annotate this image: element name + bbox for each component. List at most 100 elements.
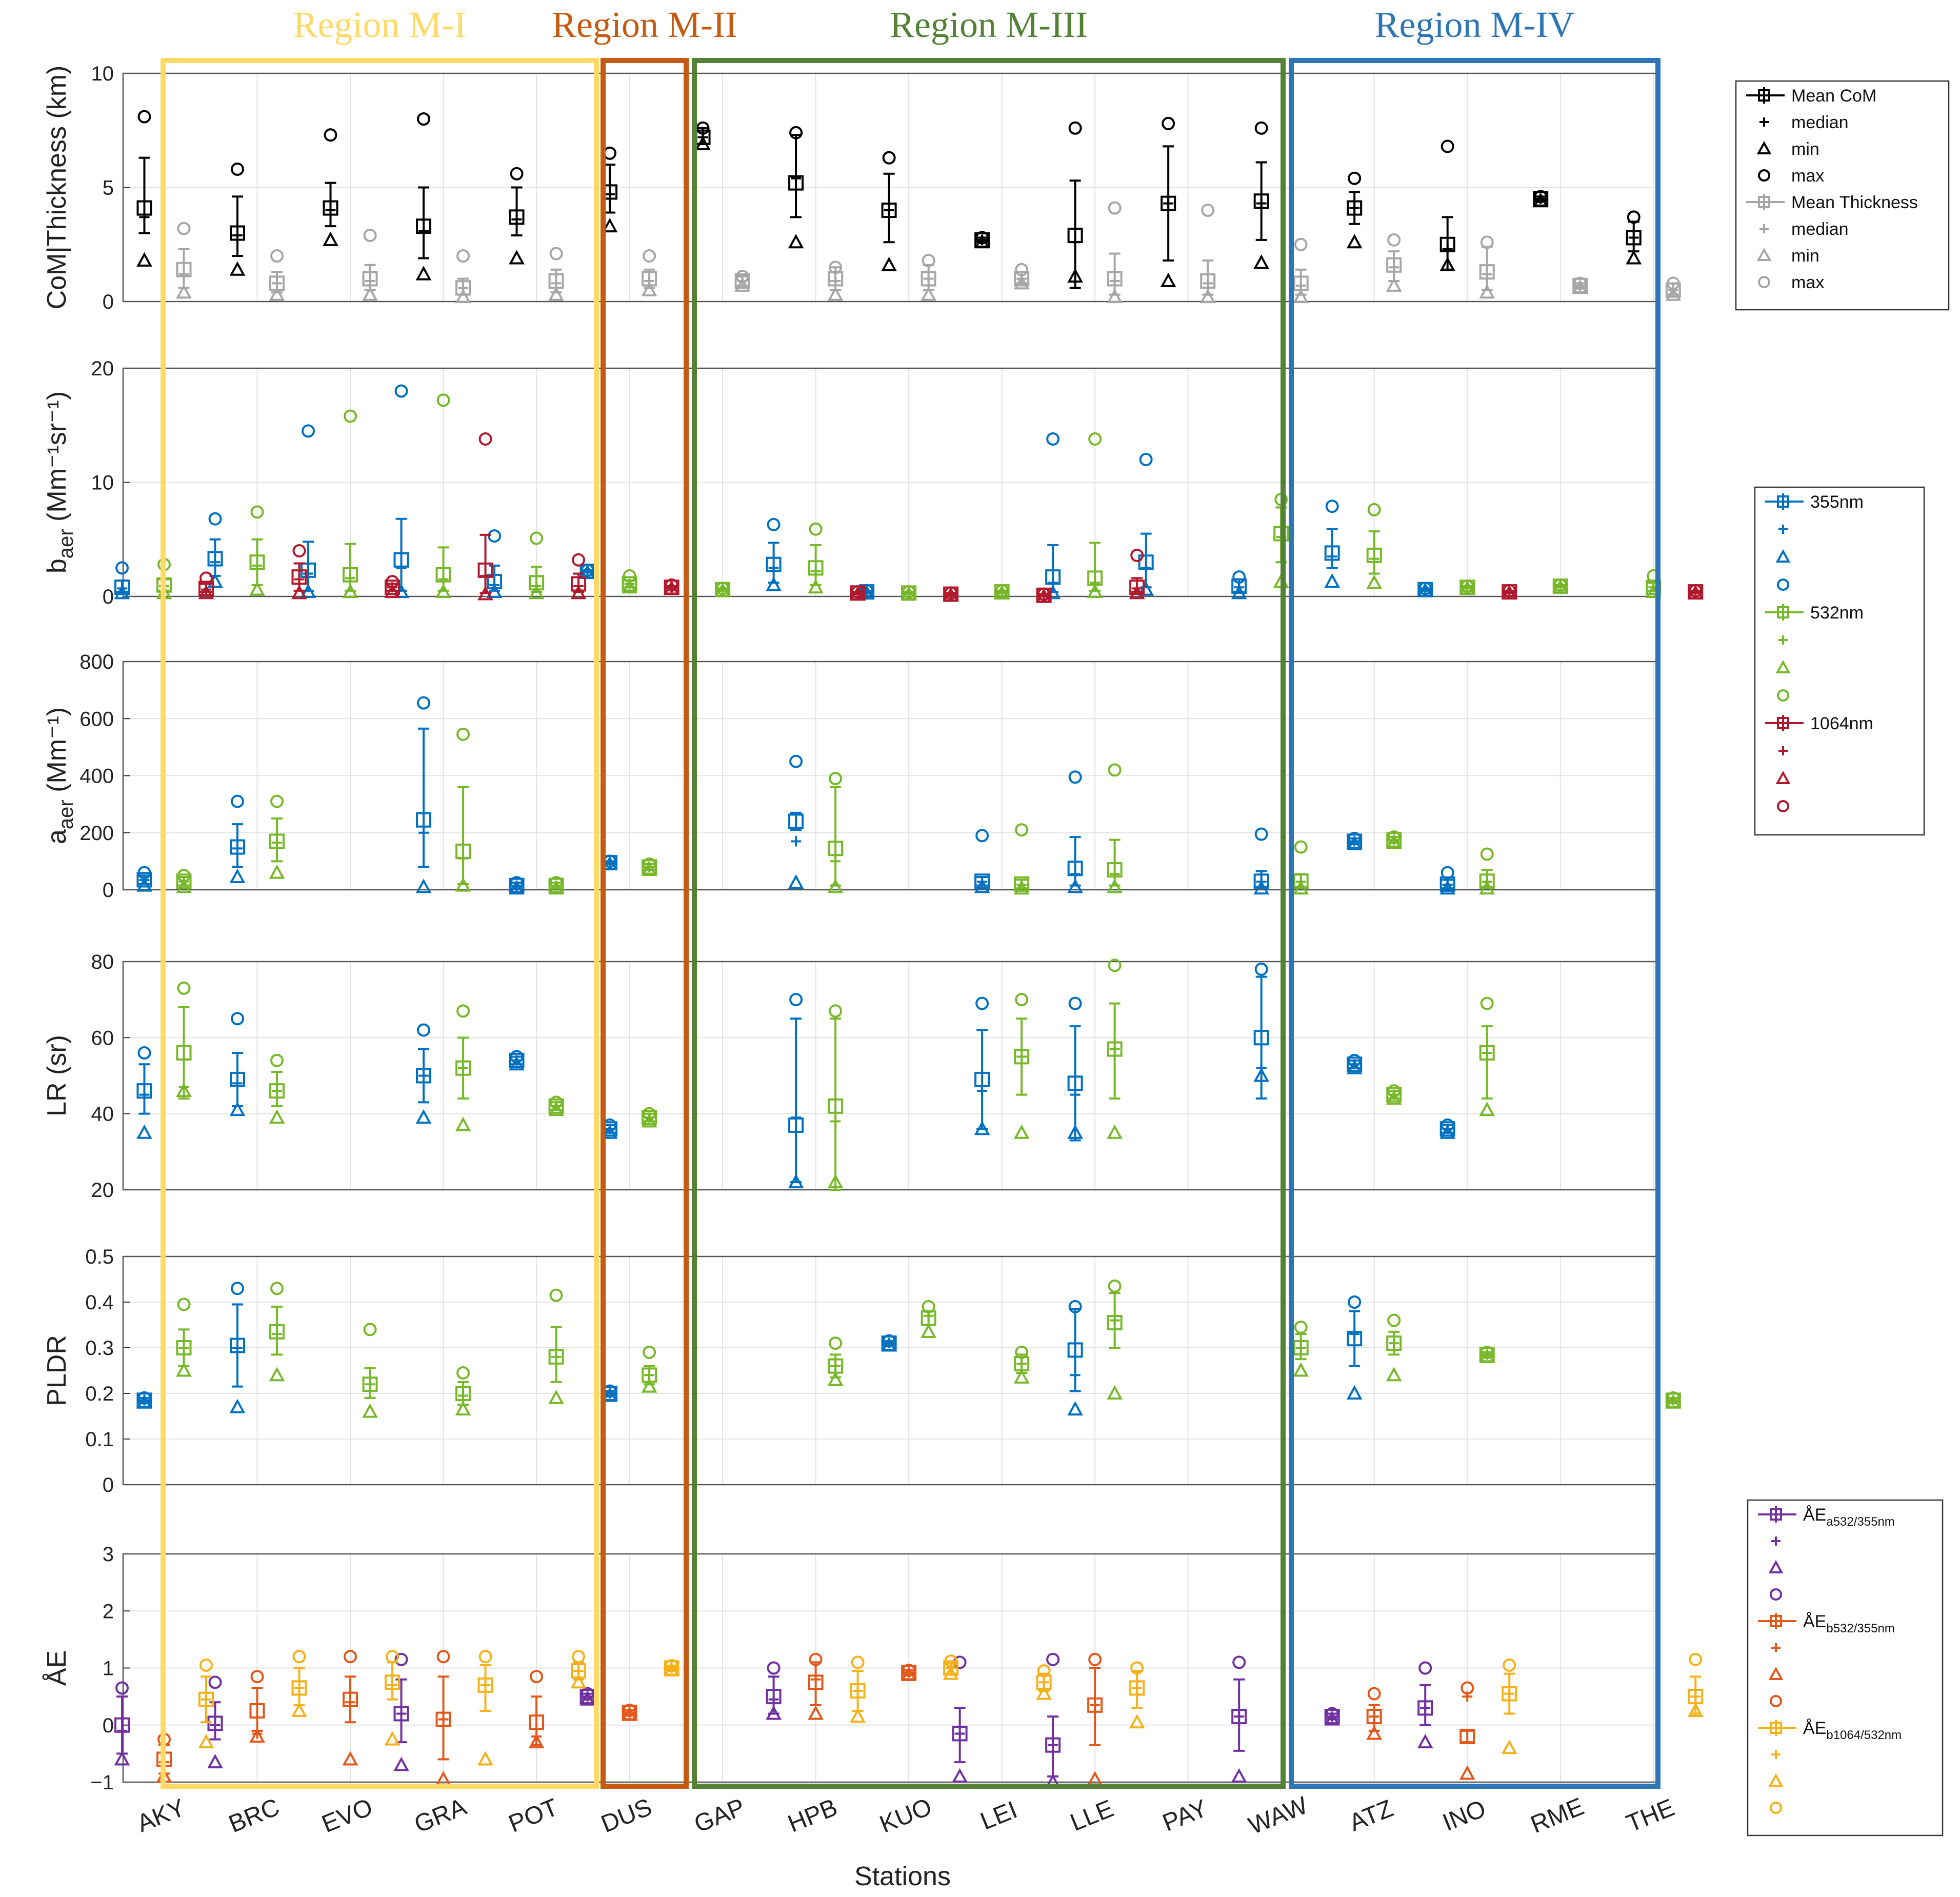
data-point [1552,578,1569,594]
max-marker [643,1107,656,1121]
max-marker [1627,210,1641,224]
max-marker [1254,827,1268,841]
max-marker [922,253,935,267]
max-marker [1348,1053,1362,1067]
series-lr [176,959,1495,1191]
data-point [664,1659,679,1676]
data-point [176,981,192,1100]
min-marker [788,874,804,889]
max-marker [1503,584,1516,597]
max-marker [1348,831,1362,845]
region-title: Region M-IV [1375,4,1575,45]
mean-marker [1231,578,1247,594]
region-2: Region M-II [552,4,737,1789]
data-point [1087,432,1103,598]
median-marker [210,557,221,568]
min-marker [850,1708,866,1723]
y-tick-label: 0 [103,291,114,313]
min-marker [1293,1362,1309,1377]
median-marker [178,1343,189,1353]
max-marker [137,1046,151,1060]
mean-marker [1293,1340,1309,1355]
mean-marker [269,1083,285,1099]
max-marker [829,1336,843,1350]
max-marker [1348,171,1362,185]
max-marker [530,1670,544,1684]
min-marker [1107,878,1123,893]
series-com [136,110,1642,289]
max-marker [851,585,865,599]
legend-min-marker [1768,1560,1784,1573]
mean-marker [455,280,471,296]
data-point [1107,1279,1123,1400]
mean-marker [416,1068,432,1084]
mean-marker [176,873,192,889]
min-marker [1199,288,1216,304]
data-point [362,1323,378,1418]
legend-median-marker [1759,224,1769,233]
median-marker [480,1680,491,1690]
y-tick-label: 0 [103,879,114,902]
max-marker [270,249,284,263]
data-point [509,167,525,265]
min-marker [641,282,657,296]
data-point [455,1366,471,1416]
mean-marker [477,1677,493,1693]
legend-median-marker [1778,525,1788,534]
max-marker [1503,1658,1516,1672]
legend-label: median [1791,113,1849,132]
max-marker [344,409,357,423]
min-marker [788,234,804,249]
mean-marker [1459,1729,1475,1744]
min-marker [1253,1067,1270,1082]
max-marker [623,569,636,583]
mean-marker [1129,580,1145,595]
max-marker [944,1654,958,1668]
max-marker [478,1650,492,1664]
data-point [1324,500,1341,588]
min-marker [641,1378,657,1393]
mean-marker [1014,1049,1030,1065]
median-marker [954,1728,965,1739]
data-point [548,247,564,301]
y-axis-label: LR (sr) [42,1035,72,1116]
max-marker [436,393,450,407]
data-point [415,112,432,281]
mean-marker [1014,271,1030,287]
min-marker [579,564,595,579]
min-marker [974,1121,990,1135]
region-title: Region M-III [890,4,1088,45]
mean-marker [176,1340,192,1355]
max-marker [394,1652,408,1666]
data-point [974,231,990,249]
data-point [269,1282,285,1382]
legend-min-marker [1775,549,1791,563]
min-marker [415,266,432,281]
median-marker [791,836,802,847]
min-marker [229,1399,246,1413]
legend-min-marker [1768,1666,1784,1680]
median-marker [1070,1089,1081,1100]
data-point [291,1650,307,1717]
legend-median-marker [1771,1643,1781,1652]
median-marker [1090,1700,1101,1710]
max-marker [1348,1295,1362,1309]
median-marker [1070,869,1081,880]
median-marker [810,1674,821,1685]
legend-label: min [1791,139,1819,159]
median-marker [438,1714,449,1725]
region-3: Region M-III [692,4,1286,1789]
min-marker [901,586,917,601]
data-point [455,727,471,892]
max-marker [572,553,586,567]
min-marker [249,1728,265,1743]
min-marker [1479,1102,1495,1116]
max-marker [231,794,244,808]
y-tick-label: 40 [91,1103,114,1126]
max-marker [1015,993,1029,1007]
max-marker [643,1345,656,1359]
max-marker [1068,770,1082,784]
data-point [509,1050,525,1071]
max-marker [436,1650,450,1664]
data-point [114,561,130,600]
